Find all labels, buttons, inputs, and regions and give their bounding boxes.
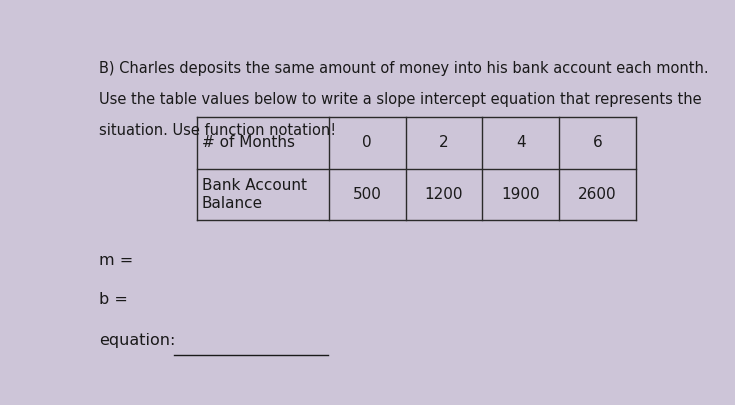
Text: 4: 4 [516, 135, 526, 150]
Text: m =: m = [98, 253, 133, 268]
Text: situation. Use function notation!: situation. Use function notation! [98, 124, 336, 139]
Text: # of Months: # of Months [202, 135, 295, 150]
Text: Bank Account: Bank Account [202, 177, 306, 192]
Text: equation:: equation: [98, 333, 175, 347]
Text: Use the table values below to write a slope intercept equation that represents t: Use the table values below to write a sl… [98, 92, 701, 107]
Text: 6: 6 [592, 135, 603, 150]
Text: 500: 500 [353, 187, 381, 202]
Text: B) Charles deposits the same amount of money into his bank account each month.: B) Charles deposits the same amount of m… [98, 61, 709, 76]
Text: 2: 2 [439, 135, 449, 150]
Text: 1900: 1900 [501, 187, 540, 202]
Text: 2600: 2600 [578, 187, 617, 202]
Text: 0: 0 [362, 135, 372, 150]
Text: 1200: 1200 [425, 187, 463, 202]
Text: Balance: Balance [202, 196, 263, 211]
Text: b =: b = [98, 292, 128, 307]
